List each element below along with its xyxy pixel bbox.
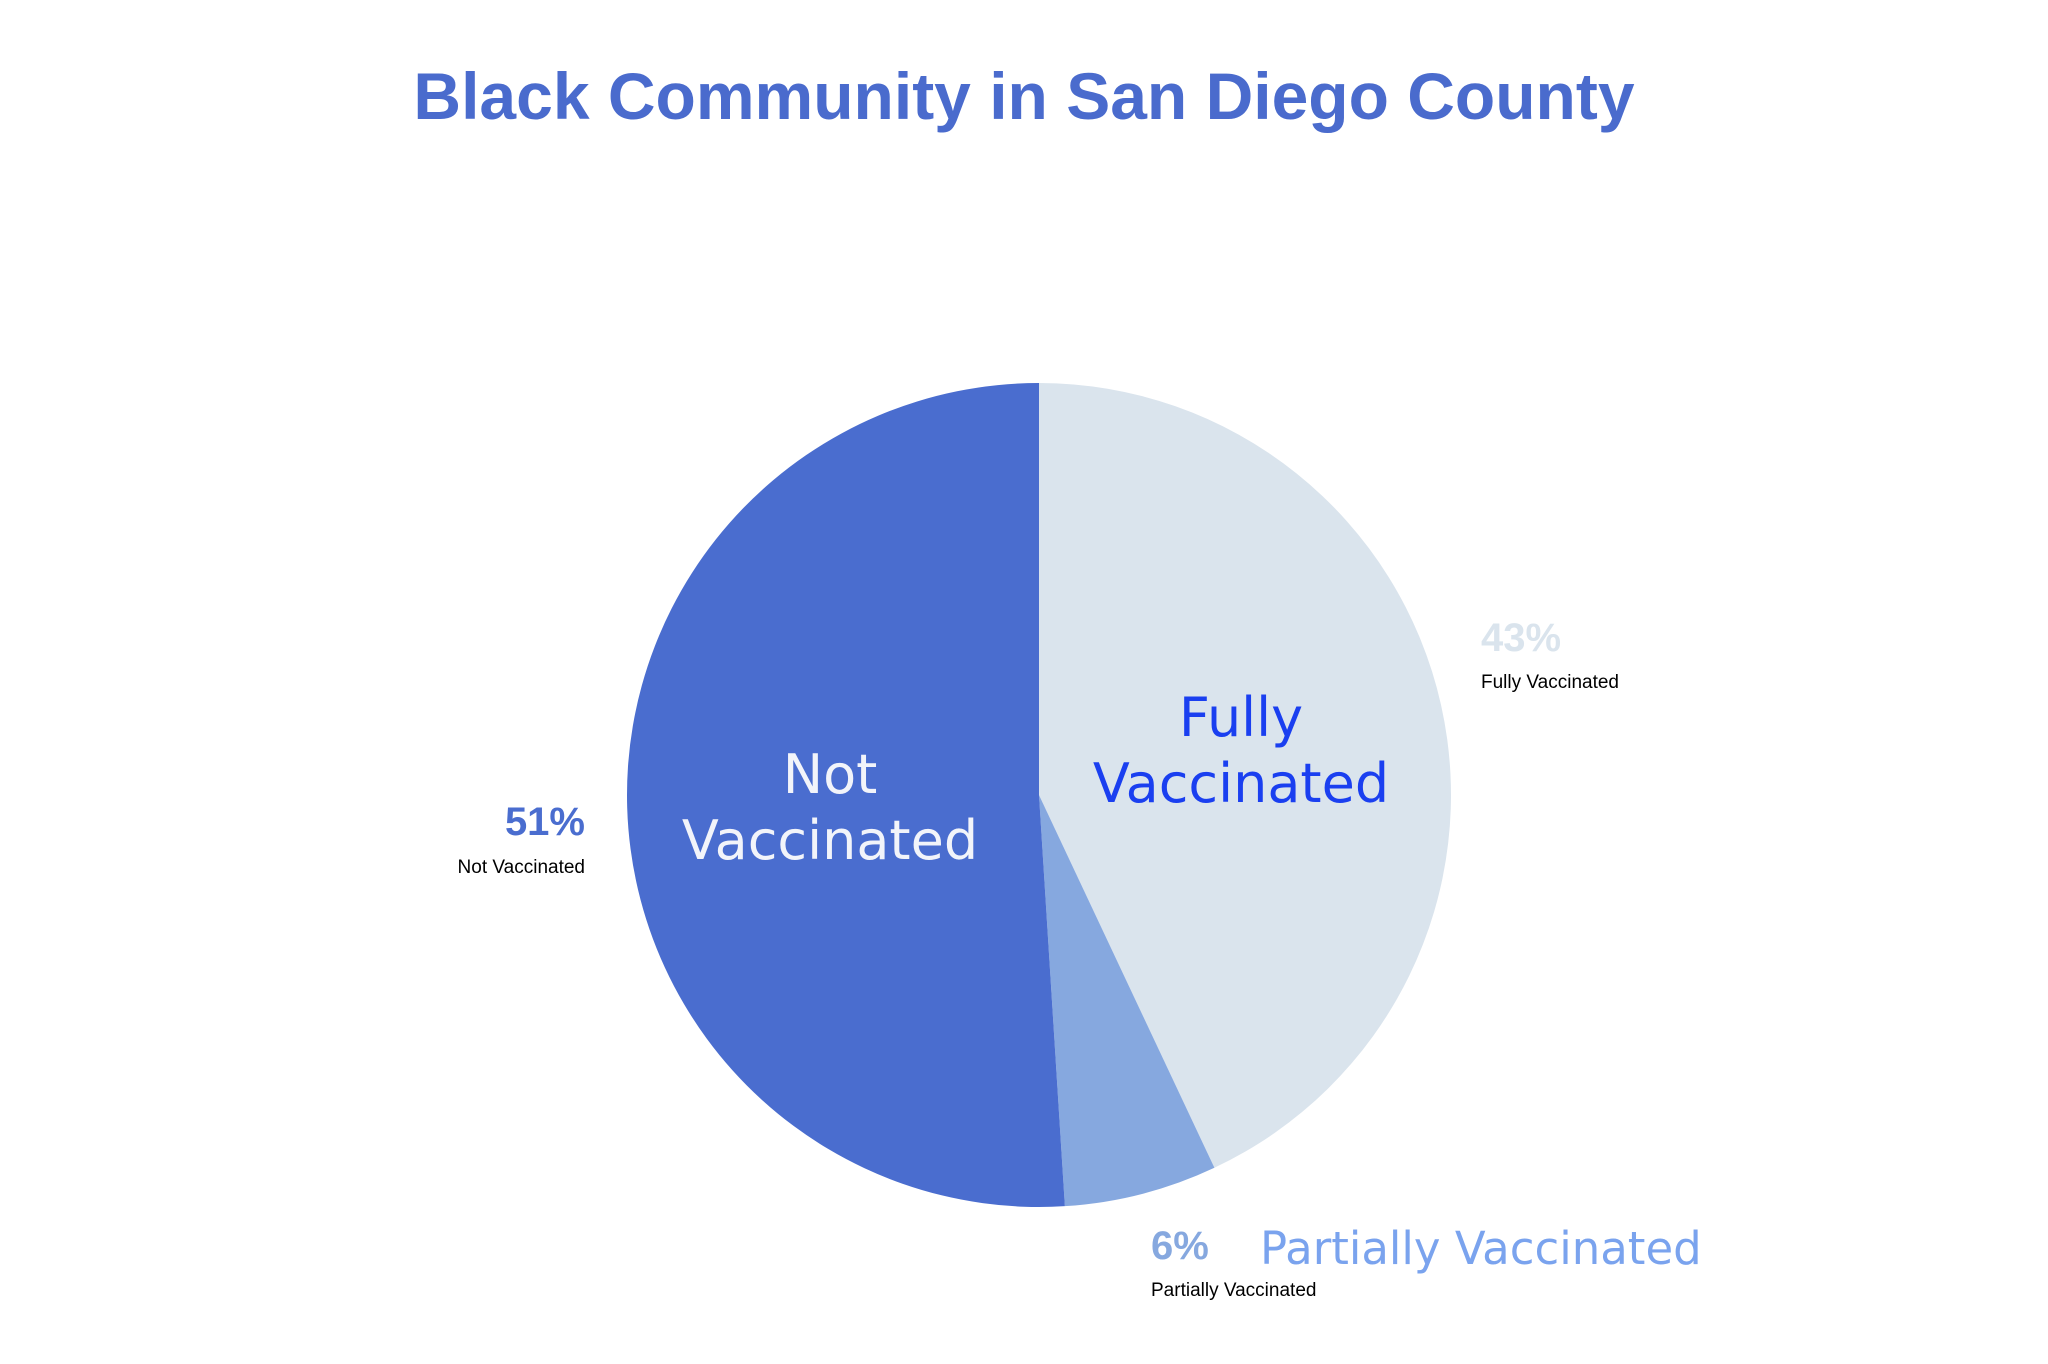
category-label: Fully Vaccinated <box>1481 672 1619 693</box>
slice-label: Partially Vaccinated <box>1260 1222 1702 1275</box>
category-label: Partially Vaccinated <box>1151 1280 1317 1301</box>
value-label: 51% <box>504 800 585 844</box>
pie-slice <box>1039 383 1451 1168</box>
slice-label: Fully Vaccinated <box>1092 686 1390 815</box>
pie-slice <box>1039 795 1215 1207</box>
value-label: 6% <box>1151 1224 1209 1268</box>
pie-slice <box>626 383 1065 1207</box>
category-label: Not Vaccinated <box>457 857 585 878</box>
chart-title: Black Community in San Diego County <box>413 59 1635 133</box>
slice-label: Not Vaccinated <box>681 743 979 872</box>
value-label: 43% <box>1481 616 1562 660</box>
